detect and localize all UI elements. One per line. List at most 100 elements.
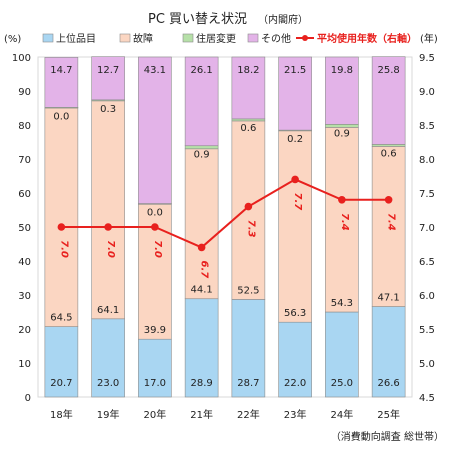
- legend-swatch: [119, 33, 131, 43]
- left-tick-label: 100: [12, 53, 31, 64]
- bar-segment: [231, 118, 266, 122]
- bar-segment: [184, 298, 219, 398]
- line-label: 7.0: [105, 240, 116, 258]
- bar-segment: [138, 338, 172, 398]
- category-label: 22年: [237, 408, 260, 421]
- segment-label: 20.7: [50, 378, 72, 389]
- segment-label: 0.0: [147, 208, 163, 219]
- segment-label: 28.7: [237, 378, 259, 389]
- line-point: [57, 223, 66, 231]
- segment-label: 28.9: [190, 378, 212, 389]
- legend: 上位品目 故障 住居変更 その他 平均使用年数（右軸）: [42, 32, 417, 45]
- left-tick-label: 70: [18, 155, 31, 166]
- left-axis-ticks: 0 10 20 30 40 50 60 70 80 90 100: [12, 53, 31, 404]
- right-tick-label: 5.5: [419, 325, 435, 336]
- chart-subtitle: （内閣府）: [258, 13, 308, 26]
- right-tick-label: 9.0: [419, 87, 435, 98]
- line-label: 7.4: [386, 213, 397, 231]
- legend-line-marker: [302, 35, 308, 41]
- segment-label: 18.2: [237, 65, 259, 76]
- category-label: 18年: [50, 408, 73, 421]
- bar-segment: [371, 306, 406, 398]
- right-tick-label: 8.0: [419, 155, 435, 166]
- line-point: [338, 196, 346, 204]
- legend-swatch: [42, 33, 54, 43]
- category-label: 23年: [284, 408, 307, 421]
- bar-segment: [231, 56, 266, 120]
- bar-segment: [371, 146, 406, 307]
- segment-label: 0.9: [334, 128, 350, 139]
- legend-label: 故障: [133, 32, 153, 45]
- line-point: [151, 223, 159, 231]
- bar-segment: [278, 321, 312, 398]
- bar-segment: [91, 56, 125, 101]
- segment-label: 0.9: [194, 150, 210, 161]
- legend-swatch: [182, 33, 194, 43]
- plot-border: [37, 56, 413, 398]
- segment-label: 64.1: [97, 305, 119, 316]
- segment-label: 14.7: [50, 65, 72, 76]
- source-note: （消費動向調査 総世帯）: [331, 430, 444, 443]
- category-label: 24年: [331, 408, 354, 421]
- bar-segment: [44, 107, 79, 327]
- bar-segment: [325, 127, 359, 313]
- right-tick-label: 7.5: [419, 189, 435, 200]
- left-tick-label: 90: [18, 87, 31, 98]
- line-point: [244, 202, 253, 211]
- segment-label: 43.1: [144, 65, 166, 76]
- left-tick-label: 80: [18, 121, 31, 132]
- segment-label: 25.0: [331, 378, 353, 389]
- left-axis-unit: (%): [4, 34, 21, 45]
- right-tick-label: 8.5: [419, 121, 435, 132]
- right-tick-label: 4.5: [419, 393, 435, 404]
- bar-segment: [278, 130, 312, 323]
- segment-label: 17.0: [144, 378, 166, 389]
- line-label: 7.0: [152, 240, 163, 258]
- line-point: [104, 223, 112, 231]
- bar-segment: [325, 124, 359, 128]
- right-tick-label: 9.5: [419, 53, 435, 64]
- category-axis-ticks: 18年 19年 20年 21年 22年 23年 24年 25年: [50, 408, 400, 421]
- line-label: 7.4: [339, 213, 350, 231]
- left-tick-label: 10: [18, 359, 31, 370]
- bar-segment: [138, 56, 172, 204]
- line-point: [384, 196, 393, 204]
- bar-segment: [325, 56, 359, 125]
- right-tick-label: 5.0: [419, 359, 435, 370]
- left-tick-label: 0: [25, 393, 31, 404]
- right-axis-unit: (年): [420, 32, 438, 45]
- left-tick-label: 20: [18, 325, 31, 336]
- segment-label: 19.8: [331, 65, 353, 76]
- bar-segment: [184, 145, 219, 150]
- segment-label: 64.5: [50, 313, 72, 324]
- line-label: 7.3: [245, 220, 256, 238]
- legend-label: 住居変更: [196, 32, 236, 45]
- legend-label: 上位品目: [56, 32, 96, 45]
- category-label: 21年: [190, 408, 213, 421]
- bar-segment: [44, 326, 79, 398]
- bar-segment: [325, 311, 359, 398]
- segment-label: 39.9: [144, 325, 166, 336]
- category-label: 19年: [97, 408, 120, 421]
- bar-segment: [91, 318, 125, 398]
- chart-title: PC 買い替え状況: [148, 12, 247, 27]
- line-label: 6.7: [199, 261, 210, 279]
- segment-label: 56.3: [284, 308, 306, 319]
- right-tick-label: 6.5: [419, 257, 435, 268]
- left-tick-label: 30: [18, 291, 31, 302]
- segment-label: 21.5: [284, 65, 306, 76]
- plot-area: 20.7 64.5 0.0 14.7 23.0 64.1 0.3 12.7 17.0 39.9 0.…: [37, 56, 413, 398]
- bar-segment: [278, 56, 312, 131]
- segment-label: 0.6: [381, 148, 397, 159]
- avg-years-line: [61, 178, 389, 249]
- segment-label: 26.6: [377, 378, 399, 389]
- segment-label: 44.1: [190, 285, 212, 296]
- bar-segment: [91, 100, 125, 320]
- left-tick-label: 40: [18, 257, 31, 268]
- segment-label: 0.6: [240, 123, 256, 134]
- right-tick-label: 7.0: [419, 223, 435, 234]
- left-tick-label: 50: [18, 223, 31, 234]
- segment-label: 26.1: [190, 65, 212, 76]
- bar-segment: [44, 57, 79, 108]
